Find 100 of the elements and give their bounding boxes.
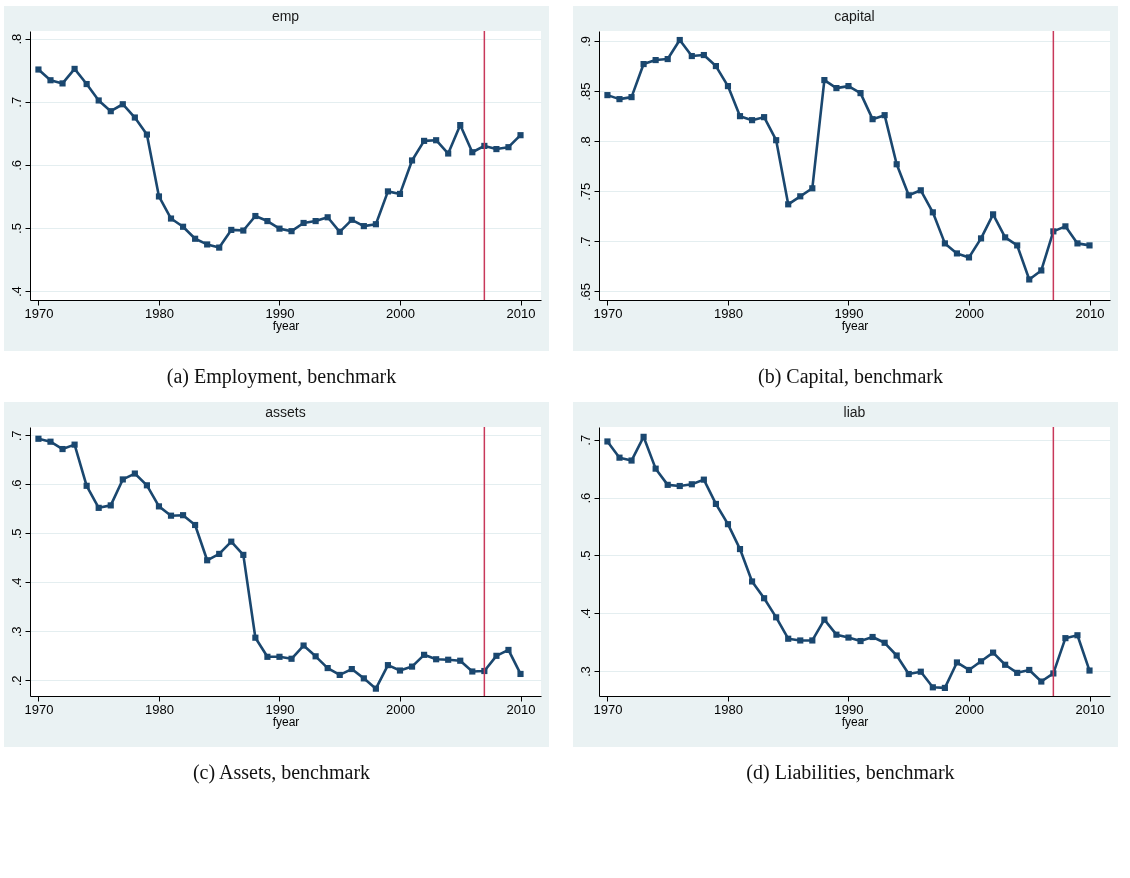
point (384, 188, 392, 195)
x-axis-title: fyear (272, 714, 300, 729)
text: (b) Capital, benchmark (757, 365, 944, 388)
point (228, 538, 235, 545)
point (179, 223, 187, 230)
point (1074, 632, 1081, 639)
point (372, 221, 379, 228)
point (95, 504, 102, 511)
point (917, 187, 924, 194)
point (493, 146, 500, 153)
point (785, 635, 792, 642)
point (761, 114, 768, 121)
y-tick-label: .3 (8, 626, 24, 638)
x-tick-label: 2010 (1075, 305, 1105, 321)
point (640, 433, 647, 440)
point (917, 668, 924, 675)
point (143, 131, 150, 138)
point (252, 634, 259, 641)
point (712, 500, 719, 508)
point (457, 122, 464, 129)
x-tick-label: 2010 (1075, 701, 1105, 717)
point (990, 211, 997, 218)
point (421, 137, 428, 144)
point (167, 215, 175, 222)
y-tick-label: .5 (8, 223, 24, 234)
point (941, 240, 948, 247)
x-tick-label: 1990 (834, 701, 864, 717)
x-tick-label: 1980 (144, 701, 174, 717)
point (372, 685, 379, 692)
point (493, 652, 500, 659)
point (324, 664, 331, 672)
x-tick-label: 2010 (506, 701, 536, 717)
point (216, 244, 223, 251)
point (688, 481, 695, 488)
y-tick-label: .3 (577, 666, 593, 678)
point (736, 545, 744, 553)
point (408, 157, 416, 164)
point (47, 77, 54, 84)
point (396, 190, 404, 197)
point (797, 637, 804, 644)
x-tick-label: 2000 (955, 701, 984, 717)
point (1086, 667, 1093, 674)
point (640, 60, 647, 68)
point (300, 642, 307, 649)
point (288, 655, 295, 662)
point (1026, 666, 1033, 674)
point (688, 52, 695, 60)
point (204, 557, 211, 564)
chart-title: liab (843, 404, 866, 421)
point (312, 217, 319, 225)
point (965, 254, 973, 261)
point (700, 51, 707, 59)
point (1062, 635, 1069, 642)
point (119, 476, 126, 483)
point (396, 667, 404, 674)
point (905, 192, 912, 199)
point (312, 653, 319, 660)
x-tick-label: 1990 (265, 701, 295, 717)
point (953, 250, 961, 257)
point (348, 216, 355, 223)
point (240, 551, 247, 558)
y-tick-label: .5 (8, 528, 24, 540)
point (616, 96, 623, 103)
y-tick-label: .75 (577, 182, 593, 201)
point (119, 101, 126, 108)
x-tick-label: 2010 (506, 305, 536, 321)
x-axis-title: fyear (841, 714, 869, 729)
y-tick-label: .7 (577, 434, 593, 446)
point (700, 476, 707, 483)
y-tick-label: .6 (577, 492, 593, 504)
x-tick-label: 1970 (593, 701, 623, 717)
point (348, 665, 355, 673)
point (893, 161, 900, 168)
point (83, 80, 90, 88)
point (604, 92, 611, 99)
point (652, 56, 659, 64)
point (264, 217, 271, 225)
point (821, 616, 828, 623)
point (517, 670, 524, 678)
x-tick-label: 1970 (593, 305, 623, 321)
y-tick-label: .9 (577, 36, 593, 47)
point (977, 658, 985, 665)
point (35, 66, 42, 73)
point (773, 614, 780, 621)
point (797, 193, 804, 200)
point (809, 637, 816, 644)
point (977, 235, 985, 242)
y-tick-label: .7 (577, 236, 593, 248)
text: (c) Assets, benchmark (191, 761, 372, 784)
point (505, 144, 512, 151)
point (252, 212, 259, 220)
point (1002, 661, 1009, 668)
point (216, 550, 223, 557)
point (421, 651, 428, 658)
point (228, 226, 235, 233)
x-tick-label: 1980 (144, 305, 174, 321)
point (929, 209, 936, 216)
y-tick-label: .4 (8, 286, 24, 298)
point (1038, 678, 1045, 685)
chart-title: capital (834, 8, 875, 25)
